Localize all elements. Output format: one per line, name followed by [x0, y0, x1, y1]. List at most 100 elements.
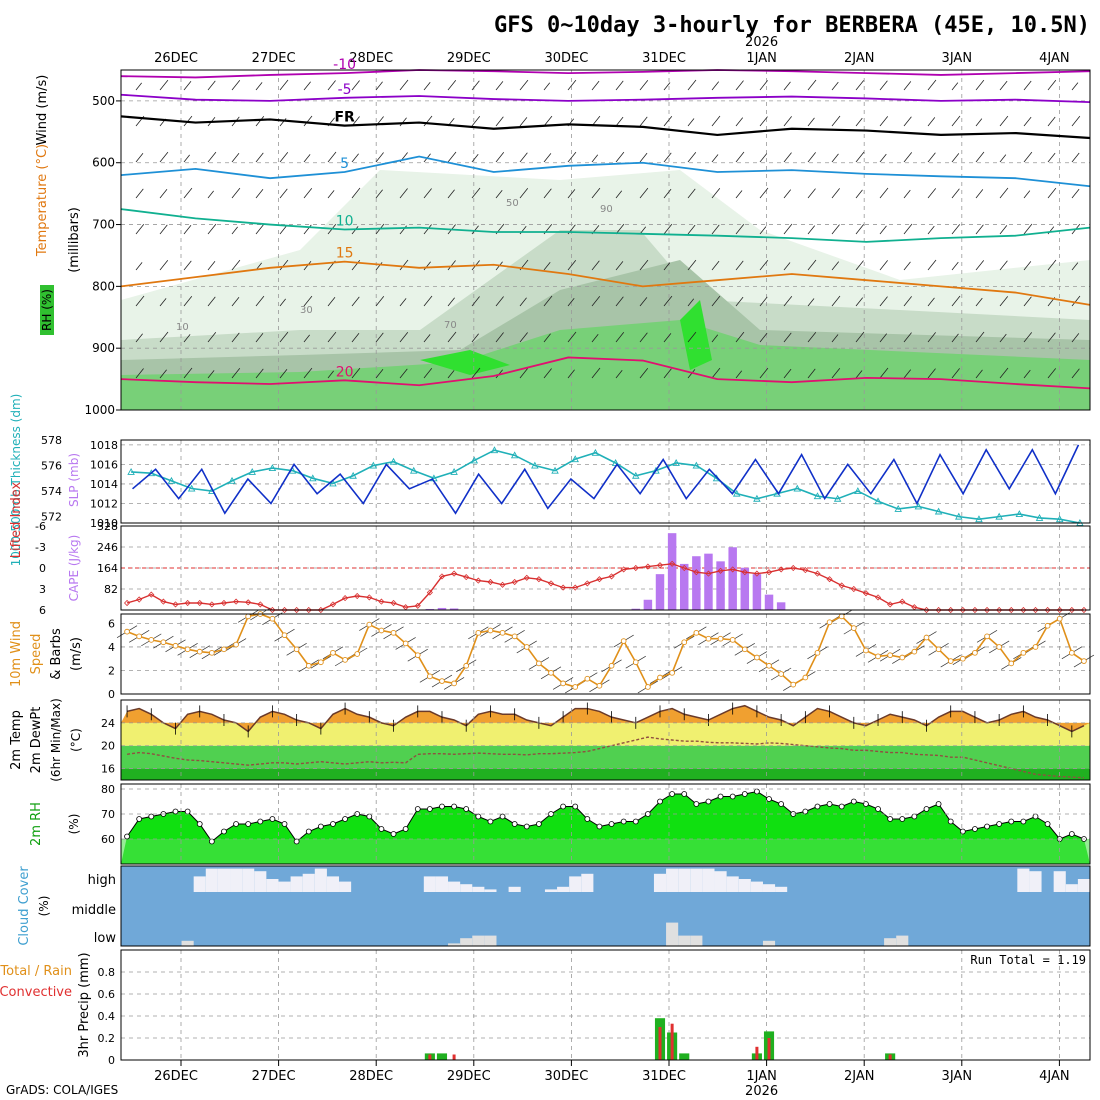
- wind10-point: [136, 633, 143, 640]
- precip-axis-label: 3hr Precip (mm): [77, 952, 92, 1057]
- thickness-point: [732, 489, 741, 497]
- li-point: [826, 576, 833, 583]
- cloud-high-bar: [581, 873, 594, 892]
- wind-barb: [615, 116, 624, 127]
- wind-barb: [519, 188, 529, 199]
- li-point: [729, 566, 736, 573]
- wind-barb: [783, 332, 792, 343]
- rh-point: [305, 828, 312, 835]
- cloud-low-bar: [181, 940, 194, 946]
- rh-point: [124, 833, 130, 840]
- rh-point: [208, 838, 215, 845]
- wind-barb: [423, 334, 431, 343]
- wind10-point: [814, 649, 821, 656]
- rh2m-axis-label: 2m RH: [29, 802, 44, 846]
- li-point: [656, 562, 664, 569]
- wind-barb: [951, 153, 960, 163]
- cloud-level-label: high: [88, 873, 116, 888]
- pressure-tick-label: 1000: [84, 403, 115, 417]
- cloud-high-bar: [217, 868, 231, 892]
- rh-point: [402, 826, 409, 832]
- wind10-point: [923, 634, 930, 641]
- rh-point: [693, 801, 700, 807]
- slp-tick-label: 1010: [90, 517, 118, 530]
- wind-barb: [1071, 333, 1080, 343]
- wind-barb: [495, 332, 504, 343]
- isotherm-line: [120, 115, 1091, 140]
- wind-barb: [519, 332, 528, 343]
- date-label-bottom: 27DEC: [252, 1069, 296, 1084]
- wind-barb: [543, 261, 551, 271]
- cloud-level-label: low: [94, 931, 117, 946]
- wind-barb: [135, 295, 145, 307]
- wind-barb: [615, 151, 625, 163]
- wind-barb: [303, 367, 313, 379]
- rh2m-axis-full: 2m RH (%): [0, 0, 6, 1]
- wind-barb: [1023, 80, 1032, 91]
- thickness-point: [470, 456, 479, 464]
- wind-barb: [423, 188, 432, 199]
- wind10-point: [196, 648, 203, 655]
- wind-barb: [183, 334, 191, 343]
- wind-barb: [591, 154, 599, 163]
- li-point: [123, 599, 131, 607]
- wind-barb: [1071, 82, 1079, 91]
- wind-barb: [591, 333, 599, 343]
- cape-bar: [437, 607, 447, 610]
- cloud-high-bar: [193, 876, 206, 892]
- rh-point: [366, 813, 373, 820]
- li-point: [560, 584, 567, 591]
- wind-barb: [999, 367, 1009, 379]
- rh-frame: [120, 783, 1091, 865]
- thickness-point: [228, 476, 236, 484]
- cloud-high-bar: [508, 886, 521, 892]
- wind10-point: [729, 637, 736, 643]
- wind-barb: [927, 225, 935, 235]
- rh-point: [269, 816, 276, 822]
- wind-barb: [639, 79, 649, 91]
- year-label-bottom: 2026: [745, 1084, 778, 1099]
- li-point: [390, 599, 397, 607]
- cape-bar: [752, 574, 762, 610]
- thickness-point: [1055, 515, 1064, 523]
- li-point: [148, 591, 155, 598]
- slp-frame: [120, 439, 1091, 524]
- run-total-label: Run Total = 1.19: [970, 953, 1086, 967]
- rh-point: [499, 813, 506, 820]
- thickness-point: [329, 479, 337, 487]
- wind-barb: [927, 188, 937, 199]
- thickness-point: [268, 464, 277, 472]
- li-point: [802, 567, 809, 574]
- thickness-point: [854, 487, 862, 495]
- rh-point: [523, 823, 530, 830]
- wind-barb: [327, 190, 335, 199]
- precip-total-bar: [436, 1053, 448, 1060]
- wind-barb: [1071, 152, 1080, 163]
- li-point: [233, 598, 240, 605]
- wind-barb: [207, 296, 216, 307]
- wind10-axis-full: 10m Wind Speed & Barbs (m/s): [0, 0, 16, 1]
- li-point: [245, 599, 252, 606]
- li-point: [669, 560, 676, 567]
- slp-tick-label: 1018: [90, 439, 118, 452]
- wind-barb: [975, 79, 985, 91]
- li-point: [172, 601, 179, 608]
- wind-barb: [903, 223, 913, 235]
- thickness-point: [551, 466, 559, 474]
- wind-barb: [135, 368, 144, 379]
- wind-barb: [975, 189, 984, 199]
- cloud-axis-label: Cloud Cover: [17, 866, 32, 946]
- li-point: [535, 576, 542, 583]
- wind-barb: [807, 117, 815, 127]
- precip-convective-bar: [452, 1054, 456, 1060]
- li-point: [705, 570, 712, 577]
- wind10-point: [451, 680, 457, 687]
- wind-barb: [543, 153, 552, 163]
- li-point: [790, 564, 797, 572]
- wind-barb: [615, 296, 624, 307]
- wind-barb: [975, 297, 983, 307]
- cape-bar: [728, 547, 737, 610]
- wind-barb: [711, 154, 719, 163]
- wind-barb: [159, 298, 167, 307]
- wind-barb: [975, 260, 985, 271]
